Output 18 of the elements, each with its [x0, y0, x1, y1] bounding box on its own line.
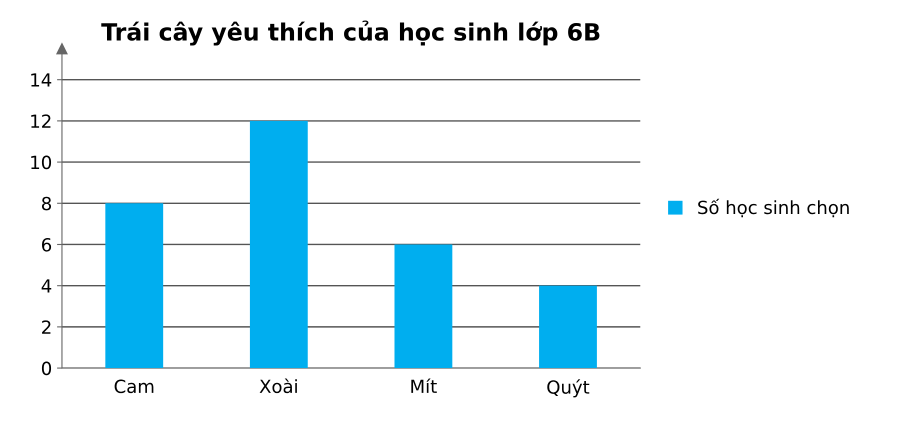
- y-tick-label: 12: [31, 114, 50, 128]
- x-tick-label: Cam: [114, 380, 154, 394]
- chart-title: Trái cây yêu thích của học sinh lớp 6B: [101, 20, 600, 46]
- y-tick-label: 0: [42, 362, 52, 376]
- bar: [250, 120, 308, 368]
- y-tick-label: 2: [42, 320, 50, 334]
- bar: [539, 286, 597, 368]
- bar: [105, 203, 164, 368]
- y-tick-label: 10: [31, 156, 52, 170]
- bar: [394, 244, 452, 368]
- x-tick-label: Quýt: [547, 379, 590, 398]
- y-tick-label: 4: [42, 279, 52, 293]
- y-tick-label: 6: [42, 238, 52, 252]
- x-tick-label: Xoài: [260, 378, 297, 394]
- x-tick-label: Mít: [411, 378, 437, 393]
- legend-label: Số học sinh chọn: [698, 198, 849, 218]
- y-tick-label: 8: [42, 196, 52, 210]
- y-tick-label: 14: [31, 73, 52, 87]
